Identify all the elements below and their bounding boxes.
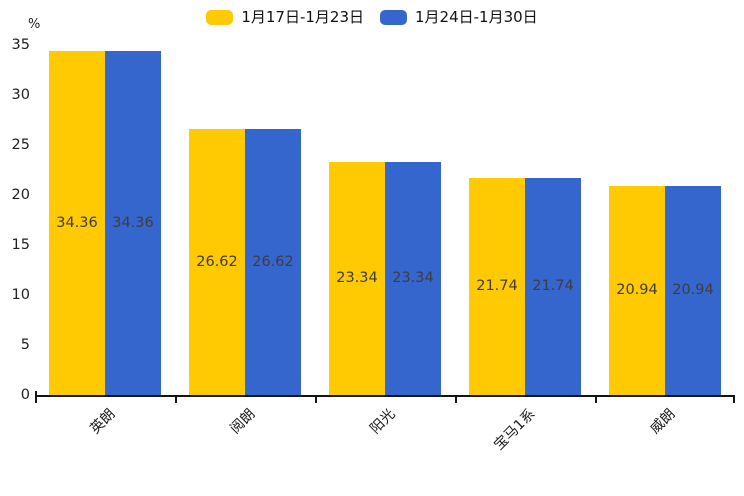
y-tick-label: 5 bbox=[20, 337, 30, 353]
bar-value-label: 34.36 bbox=[112, 215, 154, 232]
bar-value-label: 26.62 bbox=[196, 253, 238, 270]
legend-item-series-2[interactable]: 1月24日-1月30日 bbox=[380, 8, 538, 26]
bar-value-label: 21.74 bbox=[476, 278, 518, 295]
x-axis-tick bbox=[175, 397, 177, 403]
bar-group-5: 20.94 20.94 bbox=[595, 45, 735, 395]
plot-area: 34.36 34.36 26.62 26.62 23.34 23.34 21.74 21.74… bbox=[35, 45, 735, 403]
y-axis-unit-label: % bbox=[28, 17, 41, 32]
x-axis-tick bbox=[595, 397, 597, 403]
bar-value-label: 21.74 bbox=[532, 278, 574, 295]
bar-series-1-宝马1系: 21.74 bbox=[469, 177, 525, 395]
bar-value-label: 23.34 bbox=[392, 270, 434, 287]
bar-series-1-阅朗: 26.62 bbox=[189, 128, 245, 395]
y-tick-label: 10 bbox=[11, 287, 30, 303]
bar-series-1-英朗: 34.36 bbox=[49, 51, 105, 395]
x-axis-tick bbox=[733, 397, 735, 403]
bar-group-4: 21.74 21.74 bbox=[455, 45, 595, 395]
legend: 1月17日-1月23日 1月24日-1月30日 bbox=[0, 8, 744, 26]
bar-series-2-威朗: 20.94 bbox=[665, 185, 721, 395]
legend-label: 1月17日-1月23日 bbox=[241, 8, 364, 26]
bar-series-2-宝马1系: 21.74 bbox=[525, 177, 581, 395]
bar-group-2: 26.62 26.62 bbox=[175, 45, 315, 395]
legend-label: 1月24日-1月30日 bbox=[415, 8, 538, 26]
x-category-label-英朗: 英朗 bbox=[87, 406, 119, 438]
bar-group-1: 34.36 34.36 bbox=[35, 45, 175, 395]
x-category-label-宝马1系: 宝马1系 bbox=[491, 406, 539, 454]
bar-series-2-阅朗: 26.62 bbox=[245, 128, 301, 395]
y-axis-origin-tick bbox=[35, 391, 37, 395]
y-tick-label: 25 bbox=[11, 137, 30, 153]
bar-group-3: 23.34 23.34 bbox=[315, 45, 455, 395]
x-axis-tick bbox=[35, 397, 37, 403]
x-axis-tick bbox=[455, 397, 457, 403]
x-category-label-威朗: 威朗 bbox=[647, 406, 679, 438]
y-tick-label: 15 bbox=[11, 237, 30, 253]
bar-value-label: 34.36 bbox=[56, 215, 98, 232]
x-category-label-阅朗: 阅朗 bbox=[227, 406, 259, 438]
bar-value-label: 23.34 bbox=[336, 270, 378, 287]
y-tick-label: 20 bbox=[11, 187, 30, 203]
bar-value-label: 20.94 bbox=[616, 282, 658, 299]
bar-series-2-英朗: 34.36 bbox=[105, 51, 161, 395]
legend-item-series-1[interactable]: 1月17日-1月23日 bbox=[206, 8, 364, 26]
y-tick-label: 0 bbox=[20, 387, 30, 403]
bar-series-2-阳光: 23.34 bbox=[385, 161, 441, 395]
y-tick-label: 30 bbox=[11, 87, 30, 103]
x-axis-tick bbox=[315, 397, 317, 403]
y-axis: 0 5 10 15 20 25 30 35 bbox=[0, 37, 30, 403]
bar-value-label: 26.62 bbox=[252, 253, 294, 270]
x-category-label-阳光: 阳光 bbox=[367, 406, 399, 438]
bar-series-1-威朗: 20.94 bbox=[609, 185, 665, 395]
legend-swatch-icon bbox=[206, 9, 234, 25]
bar-value-label: 20.94 bbox=[672, 282, 714, 299]
bar-series-1-阳光: 23.34 bbox=[329, 161, 385, 395]
y-tick-label: 35 bbox=[11, 37, 30, 53]
legend-swatch-icon bbox=[380, 9, 407, 25]
